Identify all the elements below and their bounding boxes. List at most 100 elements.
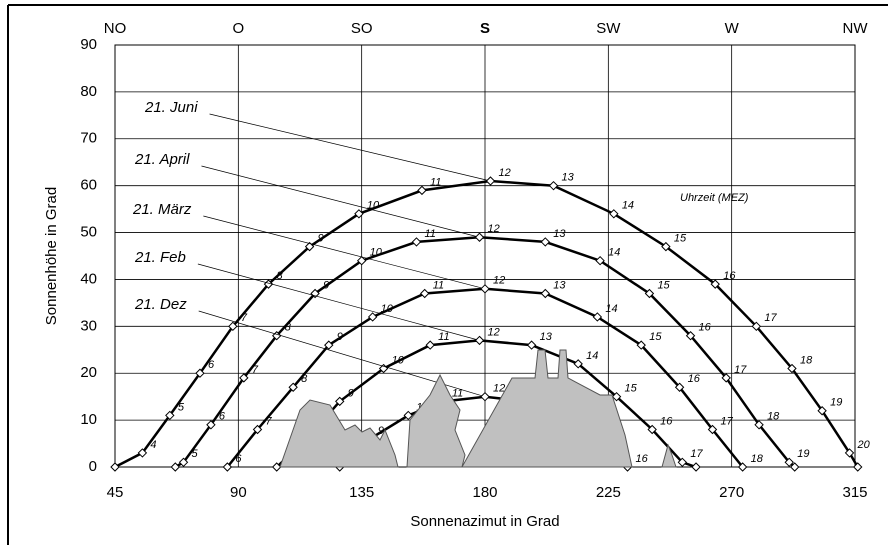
hour-label: 9 <box>348 387 354 399</box>
hour-label: 14 <box>605 303 617 315</box>
point <box>476 233 484 241</box>
leader-line <box>203 216 485 289</box>
x-tick-label: 45 <box>107 484 124 501</box>
hour-label: 5 <box>178 401 185 413</box>
point <box>541 290 549 298</box>
x-tick-label: 180 <box>472 484 497 501</box>
compass-label: O <box>232 20 244 37</box>
y-axis-title: Sonnenhöhe in Grad <box>43 187 60 325</box>
terrain <box>462 350 632 467</box>
annotation: Uhrzeit (MEZ) <box>680 192 749 204</box>
hour-label: 16 <box>636 453 649 465</box>
leader-line <box>210 114 491 181</box>
hour-label: 9 <box>318 233 324 245</box>
series-label: 21. Juni <box>144 99 198 116</box>
y-tick-label: 20 <box>80 364 97 381</box>
point <box>528 341 536 349</box>
compass-label: W <box>725 20 740 37</box>
hour-label: 19 <box>797 448 809 460</box>
hour-label: 16 <box>699 322 712 334</box>
hour-label: 11 <box>438 331 449 343</box>
hour-label: 11 <box>424 228 435 240</box>
hour-label: 7 <box>241 312 248 324</box>
x-tick-label: 270 <box>719 484 744 501</box>
y-tick-label: 30 <box>80 317 97 334</box>
hour-label: 10 <box>392 354 405 366</box>
x-tick-label: 135 <box>349 484 374 501</box>
y-tick-label: 70 <box>80 130 97 147</box>
hour-label: 8 <box>285 322 292 334</box>
hour-label: 13 <box>540 331 553 343</box>
hour-label: 7 <box>266 415 273 427</box>
hour-label: 8 <box>301 373 308 385</box>
x-tick-label: 315 <box>842 484 867 501</box>
point <box>412 238 420 246</box>
hour-label: 15 <box>625 383 638 395</box>
series-label: 21. Feb <box>134 249 186 266</box>
compass-label: S <box>480 20 490 37</box>
chart: Sonnenhöhe in Grad Sonnenazimut in Grad … <box>0 0 888 545</box>
hour-label: 6 <box>235 453 242 465</box>
y-tick-label: 60 <box>80 177 97 194</box>
point <box>476 336 484 344</box>
hour-label: 17 <box>734 364 747 376</box>
hour-label: 16 <box>723 270 736 282</box>
hour-label: 10 <box>381 303 394 315</box>
hour-label: 12 <box>488 326 500 338</box>
point <box>481 285 489 293</box>
hour-label: 18 <box>751 453 764 465</box>
hour-label: 4 <box>150 439 156 451</box>
series-label: 21. April <box>134 151 190 168</box>
hour-label: 8 <box>276 270 283 282</box>
point <box>418 186 426 194</box>
hour-label: 17 <box>690 448 703 460</box>
y-tick-label: 90 <box>80 36 97 53</box>
hour-label: 18 <box>767 411 780 423</box>
y-tick-label: 0 <box>89 458 97 475</box>
hour-label: 5 <box>192 448 199 460</box>
compass-label: SW <box>596 20 621 37</box>
horizon-profile <box>280 350 676 467</box>
point <box>541 238 549 246</box>
hour-label: 15 <box>657 279 670 291</box>
series-label: 21. Dez <box>134 296 187 313</box>
hour-label: 17 <box>720 415 733 427</box>
hour-label: 12 <box>498 167 510 179</box>
hour-label: 9 <box>323 279 329 291</box>
y-tick-label: 50 <box>80 224 97 241</box>
hour-label: 12 <box>493 275 505 287</box>
hour-label: 13 <box>553 228 566 240</box>
hour-label: 14 <box>622 200 634 212</box>
y-tick-label: 40 <box>80 270 97 287</box>
hour-label: 10 <box>370 247 383 259</box>
x-tick-label: 90 <box>230 484 247 501</box>
hour-label: 7 <box>252 364 259 376</box>
hour-label: 16 <box>688 373 701 385</box>
compass-label: SO <box>351 20 373 37</box>
hour-label: 13 <box>553 279 566 291</box>
point <box>481 393 489 401</box>
hour-label: 12 <box>488 223 500 235</box>
point <box>421 290 429 298</box>
x-axis-title: Sonnenazimut in Grad <box>410 513 559 530</box>
hour-label: 9 <box>337 331 343 343</box>
series-label: 21. März <box>132 201 192 218</box>
point <box>550 182 558 190</box>
hour-label: 13 <box>562 172 575 184</box>
hour-label: 20 <box>857 439 871 451</box>
hour-label: 16 <box>660 415 673 427</box>
y-tick-label: 80 <box>80 83 97 100</box>
hour-label: 11 <box>433 279 444 291</box>
hour-label: 15 <box>674 233 687 245</box>
hour-label: 14 <box>586 350 598 362</box>
hour-label: 11 <box>430 176 441 188</box>
compass-label: NW <box>843 20 869 37</box>
y-tick-label: 10 <box>80 411 97 428</box>
hour-label: 17 <box>764 312 777 324</box>
terrain <box>662 445 676 467</box>
hour-label: 18 <box>800 354 813 366</box>
compass-label: NO <box>104 20 127 37</box>
hour-label: 14 <box>608 247 620 259</box>
hour-label: 6 <box>208 359 215 371</box>
hour-label: 19 <box>830 397 842 409</box>
